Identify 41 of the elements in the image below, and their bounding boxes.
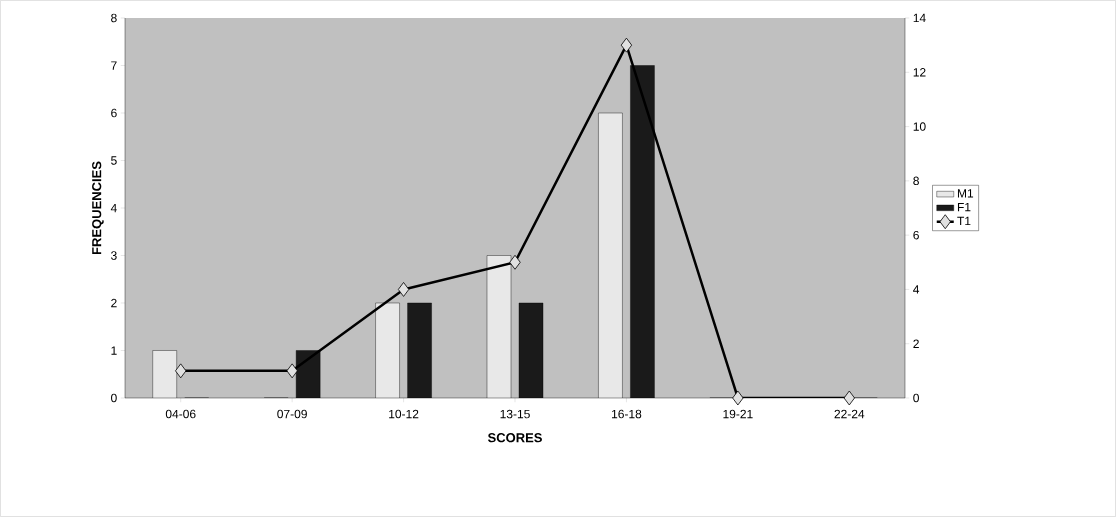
y2-tick-label: 10 <box>913 122 926 131</box>
y-tick-label: 3 <box>111 251 117 260</box>
y2-tick-label: 8 <box>913 176 919 186</box>
point <box>397 282 410 297</box>
y2-tick-label: 4 <box>913 285 920 294</box>
bar <box>407 303 432 398</box>
bar <box>598 113 623 398</box>
x-tick-label: 22-24 <box>834 409 865 419</box>
x-axis-title: SCORES <box>487 433 542 443</box>
bar <box>519 303 543 398</box>
x-tick-label: 10-12 <box>389 409 419 419</box>
y2-tick-label: 0 <box>913 393 919 403</box>
y-tick-label: 4 <box>110 203 117 213</box>
y2-tick-label: 2 <box>913 339 919 348</box>
y2-tick-label: 14 <box>913 13 926 23</box>
y2-tick-label: 12 <box>913 68 926 77</box>
y-tick-label: 1 <box>111 346 117 355</box>
point <box>620 37 633 53</box>
y-tick-label: 7 <box>111 61 117 70</box>
point <box>509 254 521 270</box>
point <box>175 363 187 379</box>
point <box>286 363 298 379</box>
y-tick-label: 6 <box>111 108 117 118</box>
y2-tick-label: 6 <box>913 230 919 240</box>
legend-label: T1 <box>957 216 971 226</box>
x-tick-label: 16-18 <box>612 409 642 419</box>
x-tick-label: 19-21 <box>723 409 753 419</box>
y-tick-label: 0 <box>111 393 117 403</box>
bar <box>375 303 400 398</box>
bar <box>630 65 655 398</box>
x-tick-label: 13-15 <box>500 409 530 419</box>
legend-label: M1 <box>957 189 974 198</box>
y-tick-label: 8 <box>111 13 117 23</box>
y-tick-label: 2 <box>111 298 117 308</box>
y-axis-title: FREQUENCIES <box>92 161 104 255</box>
x-tick-label: 04-06 <box>165 409 196 419</box>
x-tick-label: 07-09 <box>277 409 307 419</box>
point <box>843 390 855 406</box>
point <box>732 390 744 406</box>
legend-label: F1 <box>957 202 971 212</box>
y-tick-label: 5 <box>111 156 117 165</box>
